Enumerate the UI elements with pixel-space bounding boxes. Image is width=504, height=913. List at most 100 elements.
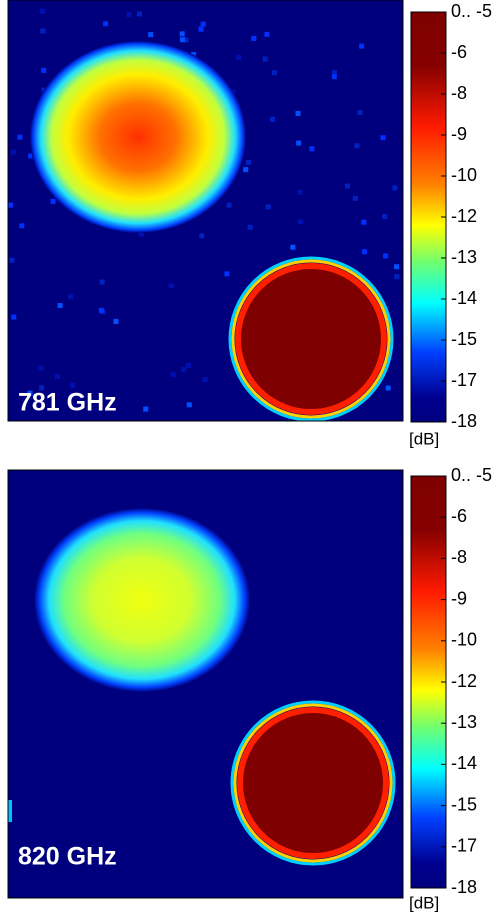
colorbar-tick-label: 0.. -5 [451,1,492,21]
colorbar-tick-label: -15 [451,794,477,814]
noise-pixel [54,373,60,379]
disk [235,263,387,415]
noise-pixel [394,274,400,280]
noise-pixel [10,149,16,155]
noise-pixel [394,264,400,270]
colorbar-tick-label: -9 [451,588,467,608]
noise-pixel [295,110,301,116]
colorbar-tick-label: -18 [451,877,477,897]
noise-pixel [168,283,174,289]
noise-pixel [359,43,365,49]
noise-pixel [271,70,277,76]
panel-label: 781 GHz [18,389,117,417]
noise-pixel [99,279,105,285]
noise-pixel [11,314,17,320]
colorbar-tick-label: -13 [451,247,477,267]
colorbar-tick-label: -6 [451,42,467,62]
colorbar-tick-label: 0.. -5 [451,465,492,485]
noise-pixel [27,390,33,396]
frame [7,0,404,422]
noise-pixel [28,153,34,159]
noise-pixel [198,26,204,32]
colorbar-tick-label: -9 [451,124,467,144]
colorbar-tick-label: -14 [451,753,477,773]
noise-pixel [264,31,270,37]
noise-pixel [41,67,47,73]
noise-pixel [243,167,249,173]
heatmap-image [8,470,403,898]
colorbar-unit: [dB] [409,429,439,448]
noise-pixel [352,195,358,201]
colorbar-tick-label: -8 [451,83,467,103]
noise-pixel [138,231,144,237]
noise-pixel [186,402,192,408]
noise-pixel [290,244,296,250]
heatmap-image [8,0,403,421]
noise-pixel [170,371,176,377]
noise-pixel [361,249,367,255]
noise-pixel [40,28,46,34]
blob [30,41,246,233]
noise-pixel [331,70,337,76]
noise-pixel [247,224,253,230]
colorbar-tick-label: -17 [451,370,477,390]
noise-pixel [148,32,154,38]
colorbar-tick-label: -6 [451,506,467,526]
noise-pixel [19,223,25,229]
noise-pixel [331,74,337,80]
noise-pixel [180,37,186,43]
noise-pixel [344,183,350,189]
noise-pixel [236,54,242,60]
noise-pixel [183,37,189,43]
ring [231,259,391,419]
noise-pixel [226,202,232,208]
noise-pixel [126,12,132,18]
noise-pixel [179,31,185,37]
noise-pixel [103,21,109,27]
noise-pixel [200,21,206,27]
frame [7,469,404,899]
noise-pixel [309,146,315,152]
noise-pixel [39,8,45,14]
noise-pixel [262,56,268,62]
noise-pixel [297,219,303,225]
colorbar-tick-label: -14 [451,288,477,308]
colorbar [410,475,447,889]
noise-pixel [136,11,142,17]
noise-pixel [354,143,360,149]
disk [237,707,389,859]
noise-pixel [382,214,388,220]
noise-pixel [17,134,23,140]
noise-pixel [251,35,257,41]
noise-pixel [357,110,363,116]
noise-pixel [361,219,367,225]
panel-label: 820 GHz [18,843,117,871]
noise-pixel [181,367,187,373]
noise-pixel [270,116,276,122]
colorbar-tick-label: -15 [451,329,477,349]
noise-pixel [68,294,74,300]
noise-pixel [98,307,104,313]
colorbar-tick-label: -12 [451,671,477,691]
noise-pixel [296,140,302,146]
ring [228,256,394,421]
ring [233,703,393,863]
noise-pixel [224,271,230,277]
noise-pixel [383,253,389,259]
noise-pixel [39,385,45,391]
noise-pixel [297,189,303,195]
colorbar-tick-label: -8 [451,547,467,567]
colorbar-tick-label: -10 [451,165,477,185]
noise-pixel [380,135,386,141]
colorbar-tick-label: -17 [451,836,477,856]
noise-pixel [199,233,205,239]
noise-pixel [38,365,44,371]
noise-pixel [70,382,76,388]
edge-spot [8,800,12,822]
noise-pixel [392,185,398,191]
noise-pixel [57,303,63,309]
colorbar-tick-label: -10 [451,630,477,650]
ring [230,700,396,866]
